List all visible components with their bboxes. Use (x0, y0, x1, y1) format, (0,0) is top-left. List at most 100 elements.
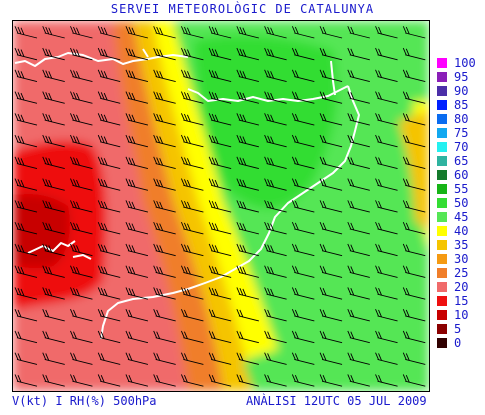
wind-barb (153, 243, 176, 257)
wind-barb (319, 47, 343, 61)
analysis-time: ANÀLISI 12UTC 05 JUL 2009 (246, 394, 427, 408)
wind-barb (319, 287, 343, 300)
wind-barb (180, 265, 204, 278)
wind-barb (125, 352, 149, 365)
wind-barb (347, 221, 370, 235)
wind-barb (236, 47, 259, 61)
coastline-borders (14, 48, 360, 340)
wind-barb (153, 309, 176, 322)
wind-barb (375, 178, 398, 191)
legend-item: 95 (434, 70, 485, 84)
wind-barb (70, 352, 93, 365)
wind-barb (208, 265, 232, 278)
wind-barb (402, 374, 426, 387)
wind-barb (14, 47, 38, 61)
wind-barb (264, 200, 287, 213)
legend-label: 75 (454, 126, 469, 140)
wind-barb (70, 200, 93, 213)
wind-barb (125, 134, 149, 148)
wind-barb (42, 330, 65, 344)
wind-barb (70, 374, 93, 387)
legend-item: 55 (434, 182, 485, 196)
wind-barb (375, 91, 398, 104)
wind-barb (125, 374, 149, 387)
wind-barb (264, 26, 287, 39)
legend-swatch (436, 71, 448, 83)
wind-barb (70, 134, 93, 148)
wind-barb (319, 178, 343, 191)
wind-barb (14, 352, 38, 365)
wind-barb (264, 330, 287, 344)
wind-barb (153, 113, 176, 126)
wind-barb (70, 243, 93, 257)
wind-barb (319, 309, 343, 322)
legend-swatch (436, 85, 448, 97)
legend-item: 90 (434, 84, 485, 98)
wind-barb (125, 309, 149, 322)
wind-barb (236, 178, 259, 191)
wind-barb (208, 26, 232, 39)
wind-barb (97, 91, 121, 104)
wind-barb (291, 178, 315, 191)
legend-item: 10 (434, 308, 485, 322)
wind-barb (402, 309, 426, 322)
legend-item: 35 (434, 238, 485, 252)
wind-barb (14, 69, 38, 82)
wind-barb (70, 221, 93, 235)
wind-barb (402, 330, 426, 344)
wind-barb (375, 221, 398, 235)
wind-barb (208, 243, 232, 257)
wind-barb (97, 178, 121, 191)
wind-barb (291, 243, 315, 257)
wind-barb (97, 26, 121, 39)
legend-item: 65 (434, 154, 485, 168)
wind-barb (42, 243, 65, 257)
legend-item: 75 (434, 126, 485, 140)
wind-barb (97, 243, 121, 257)
wind-barb (347, 352, 370, 365)
wind-barb (125, 47, 149, 61)
wind-barb (375, 47, 398, 61)
wind-barb (14, 178, 38, 191)
wind-barb (97, 134, 121, 148)
wind-barb (319, 221, 343, 235)
wind-barb (375, 156, 398, 170)
legend-label: 35 (454, 238, 469, 252)
legend-item: 80 (434, 112, 485, 126)
wind-barb (375, 69, 398, 82)
wind-barb (42, 134, 65, 148)
wind-barb (402, 134, 426, 148)
legend-item: 0 (434, 336, 485, 350)
wind-barb (97, 374, 121, 387)
wind-barb (14, 113, 38, 126)
wind-barb (291, 221, 315, 235)
legend-swatch (436, 113, 448, 125)
wind-barb (153, 200, 176, 213)
wind-barb (42, 287, 65, 300)
wind-barb (208, 134, 232, 148)
legend-label: 15 (454, 294, 469, 308)
wind-barb (180, 47, 204, 61)
wind-barb (264, 265, 287, 278)
legend-item: 50 (434, 196, 485, 210)
wind-barb (180, 178, 204, 191)
legend-label: 55 (454, 182, 469, 196)
wind-barb (180, 330, 204, 344)
wind-barb (264, 91, 287, 104)
wind-barb (180, 309, 204, 322)
wind-barb (375, 265, 398, 278)
wind-barb (125, 91, 149, 104)
wind-barb (402, 221, 426, 235)
wind-barb (70, 330, 93, 344)
legend-item: 20 (434, 280, 485, 294)
legend-swatch (436, 57, 448, 69)
wind-barb (153, 221, 176, 235)
wind-barb (97, 352, 121, 365)
wind-barb (180, 243, 204, 257)
wind-barb (42, 352, 65, 365)
wind-barb (180, 113, 204, 126)
wind-barb (208, 330, 232, 344)
legend-swatch (436, 197, 448, 209)
wind-barb (264, 156, 287, 170)
wind-barb (347, 309, 370, 322)
